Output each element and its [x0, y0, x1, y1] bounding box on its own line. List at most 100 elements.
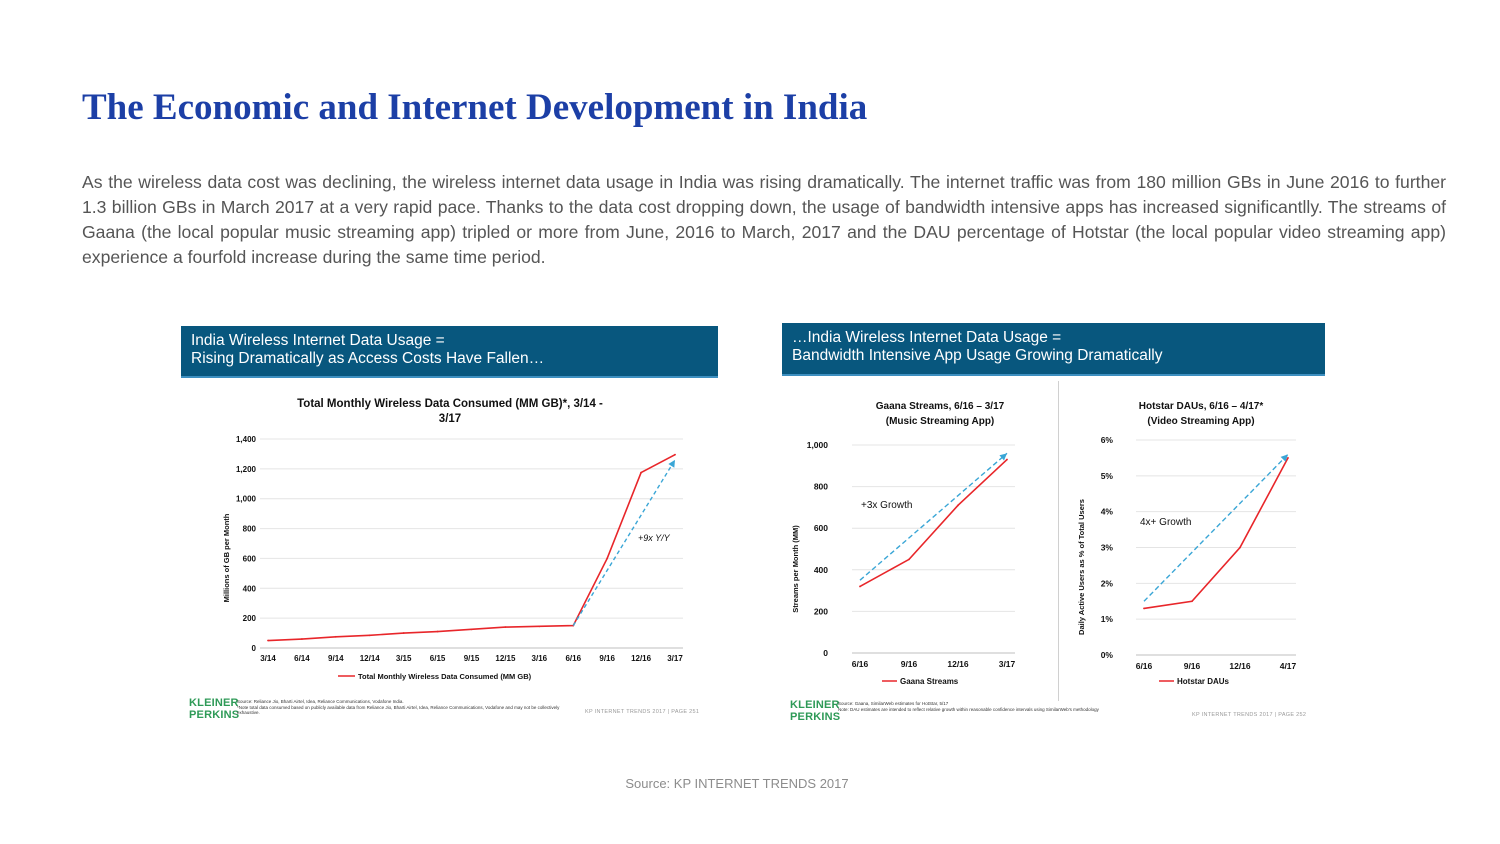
growth-arrow-shaft: [1143, 453, 1289, 602]
data-point: [538, 625, 541, 628]
data-point: [859, 585, 861, 588]
y-tick-label: 600: [243, 554, 257, 563]
y-tick-label: 400: [814, 565, 828, 575]
chart-gridlines: [1136, 439, 1296, 656]
kleiner-perkins-logo: KLEINER PERKINS: [790, 699, 841, 723]
y-tick-label: 5%: [1101, 471, 1114, 481]
source-caption: Source: KP INTERNET TRENDS 2017: [625, 776, 849, 791]
x-tick-label: 9/16: [901, 659, 918, 669]
right-banner-line1: …India Wireless Internet Data Usage =: [792, 329, 1062, 346]
x-tick-label: 6/16: [565, 654, 581, 663]
left-footnote: Source: Reliance Jio, Bharti Airtel, Ide…: [237, 699, 560, 715]
y-tick-labels: 0 200 400 600 800 1,000: [807, 440, 829, 658]
x-tick-label: 6/16: [1136, 661, 1153, 671]
growth-arrow-shaft: [572, 459, 676, 626]
data-point: [674, 453, 676, 456]
growth-arrow-head: [668, 459, 675, 468]
y-tick-label: 200: [814, 606, 828, 616]
x-tick-labels: 6/16 9/16 12/16 4/17: [1136, 661, 1297, 671]
x-tick-label: 4/17: [1280, 661, 1297, 671]
y-tick-label: 1,200: [236, 465, 257, 474]
data-point: [908, 558, 910, 561]
y-tick-label: 1,000: [236, 495, 257, 504]
right-page-footer: KP INTERNET TRENDS 2017 | PAGE 252: [1192, 712, 1307, 718]
series-line: [267, 453, 676, 642]
data-point: [957, 504, 959, 507]
data-point: [1143, 607, 1145, 610]
growth-arrow: [1143, 453, 1289, 602]
growth-arrow-shaft: [859, 452, 1008, 581]
y-tick-label: 3%: [1101, 543, 1114, 553]
x-tick-label: 12/16: [631, 654, 652, 663]
y-tick-label: 1%: [1101, 614, 1114, 624]
chart-title-line2: (Music Streaming App): [886, 416, 995, 427]
y-tick-label: 2%: [1101, 578, 1114, 588]
legend-label: Hotstar DAUs: [1177, 677, 1230, 686]
x-tick-labels: 3/14 6/14 9/14 12/14 3/15 6/15 9/15 12/15 3/16 6/…: [260, 654, 683, 663]
x-tick-label: 3/17: [999, 659, 1016, 669]
data-point: [1191, 600, 1193, 603]
chart-title-line1: Total Monthly Wireless Data Consumed (MM…: [297, 398, 603, 410]
x-tick-label: 3/14: [260, 654, 276, 663]
left-chart: Total Monthly Wireless Data Consumed (MM…: [222, 398, 683, 681]
data-point: [1239, 546, 1241, 549]
left-slide-banner: India Wireless Internet Data Usage = Ris…: [181, 326, 718, 378]
chart-series: [1143, 457, 1289, 610]
x-tick-label: 6/14: [294, 654, 310, 663]
y-tick-label: 0%: [1101, 650, 1114, 660]
data-point: [1006, 458, 1008, 461]
growth-arrow: [859, 452, 1008, 581]
y-tick-labels: 0% 1% 2% 3% 4% 5% 6%: [1101, 435, 1114, 660]
chart-title-line1: Hotstar DAUs, 6/16 – 4/17*: [1139, 401, 1264, 412]
y-tick-label: 800: [243, 525, 257, 534]
right-slide: …India Wireless Internet Data Usage = Ba…: [782, 323, 1325, 728]
data-point: [368, 634, 371, 637]
y-tick-label: 0: [252, 644, 257, 653]
right-banner-line2: Bandwidth Intensive App Usage Growing Dr…: [792, 347, 1163, 364]
data-point: [267, 639, 269, 642]
growth-arrow: [572, 459, 676, 626]
y-axis-label: Millions of GB per Month: [222, 513, 231, 602]
left-banner-line2: Rising Dramatically as Access Costs Have…: [191, 350, 545, 367]
chart-series: [859, 458, 1008, 588]
data-point: [402, 632, 405, 634]
data-point: [301, 638, 303, 640]
chart-series: [267, 453, 676, 642]
data-point: [1287, 457, 1289, 459]
x-tick-label: 3/17: [667, 654, 683, 663]
growth-annotation: +9x Y/Y: [638, 533, 671, 543]
chart-divider: [1058, 381, 1059, 701]
chart-title-line2: (Video Streaming App): [1147, 416, 1254, 427]
chart-title-line1: Gaana Streams, 6/16 – 3/17: [876, 401, 1005, 412]
chart-gridlines: [852, 444, 1015, 654]
x-tick-label: 9/16: [1184, 661, 1201, 671]
page-title: The Economic and Internet Development in…: [82, 87, 868, 128]
growth-arrow-head: [999, 453, 1007, 461]
y-tick-label: 600: [814, 523, 828, 533]
right-slide-banner: …India Wireless Internet Data Usage = Ba…: [782, 323, 1325, 376]
legend-label: Gaana Streams: [900, 677, 959, 686]
y-tick-label: 200: [243, 614, 257, 623]
left-banner-line1: India Wireless Internet Data Usage =: [191, 332, 445, 349]
y-axis-label: Daily Active Users as % of Total Users: [1077, 499, 1086, 635]
y-tick-label: 800: [814, 482, 828, 492]
growth-annotation: +3x Growth: [861, 500, 912, 511]
x-tick-label: 9/15: [464, 654, 480, 663]
x-tick-label: 12/14: [360, 654, 381, 663]
series-line: [859, 458, 1008, 588]
x-tick-label: 12/16: [947, 659, 969, 669]
data-point: [470, 628, 473, 631]
chart-title-line2: 3/17: [439, 413, 461, 425]
y-tick-label: 4%: [1101, 507, 1114, 517]
y-axis-label: Streams per Month (MM): [791, 525, 800, 613]
x-tick-label: 3/15: [396, 654, 412, 663]
y-tick-label: 6%: [1101, 435, 1114, 445]
x-tick-label: 9/16: [599, 654, 615, 663]
x-tick-label: 12/16: [1229, 661, 1251, 671]
data-point: [334, 635, 337, 638]
kleiner-perkins-logo: KLEINER PERKINS: [189, 697, 240, 721]
growth-annotation: 4x+ Growth: [1140, 517, 1191, 528]
data-point: [640, 471, 642, 474]
left-page-footer: KP INTERNET TRENDS 2017 | PAGE 251: [585, 709, 700, 715]
y-tick-label: 1,000: [807, 440, 829, 450]
